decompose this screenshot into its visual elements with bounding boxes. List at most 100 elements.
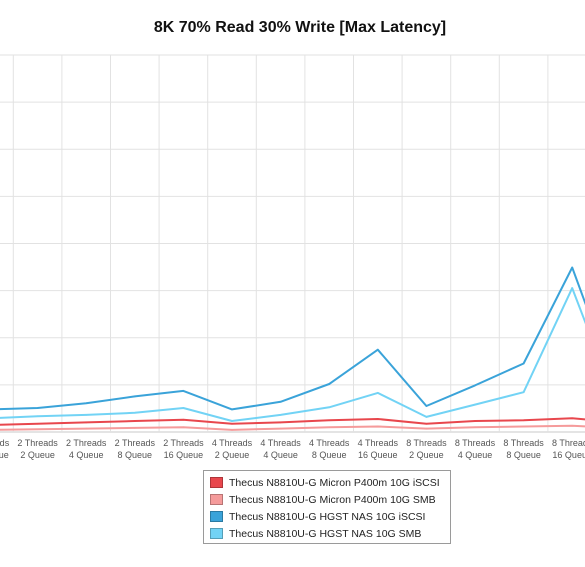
data-point xyxy=(85,427,87,430)
data-point xyxy=(36,415,39,418)
data-point xyxy=(522,362,525,365)
x-tick-label-line: 2 Threads xyxy=(66,438,107,448)
data-point xyxy=(425,416,428,418)
legend-label: Thecus N8810U-G Micron P400m 10G SMB xyxy=(229,493,436,506)
x-tick-label: 2 Threads 16 Queue xyxy=(163,438,204,460)
legend-swatch xyxy=(210,511,223,522)
data-point xyxy=(474,420,476,422)
data-point xyxy=(425,427,428,430)
data-point xyxy=(134,420,136,422)
legend: Thecus N8810U-G Micron P400m 10G iSCSI Th… xyxy=(203,470,451,544)
data-point xyxy=(474,403,476,406)
x-tick-label-line: 2 Threads xyxy=(163,438,204,448)
grid-layer xyxy=(0,54,585,433)
series-line-1 xyxy=(0,417,585,426)
x-tick-label-line: 2 Queue xyxy=(409,450,444,460)
chart-title: 8K 70% Read 30% Write [Max Latency] xyxy=(153,19,447,36)
legend-label: Thecus N8810U-G Micron P400m 10G iSCSI xyxy=(229,476,440,489)
data-point xyxy=(182,426,185,429)
data-point xyxy=(134,427,136,429)
data-point xyxy=(522,425,525,428)
data-point xyxy=(377,392,379,394)
data-point xyxy=(522,419,525,422)
x-tick-label: 8 Threads 4 Queue xyxy=(455,438,496,460)
x-tick-label-line: 8 Threads xyxy=(503,438,544,448)
x-tick-label: 1 Threads 16 Queue xyxy=(0,438,10,460)
data-point xyxy=(231,429,233,431)
x-tick-label: 8 Threads 2 Queue xyxy=(406,438,447,460)
data-point xyxy=(571,287,573,289)
data-point xyxy=(134,412,136,414)
legend-label: Thecus N8810U-G HGST NAS 10G SMB xyxy=(229,527,422,540)
x-tick-label-line: 4 Threads xyxy=(309,438,350,448)
data-point xyxy=(134,395,136,398)
x-tick-label-line: 2 Threads xyxy=(17,438,58,448)
x-tick-label: 2 Threads 8 Queue xyxy=(115,438,156,460)
data-point xyxy=(231,423,233,425)
data-point xyxy=(571,417,573,420)
data-point xyxy=(474,426,476,429)
x-tick-label-line: 8 Queue xyxy=(506,450,541,460)
x-tick-label: 4 Threads 4 Queue xyxy=(260,438,301,460)
data-point xyxy=(522,391,525,394)
data-point xyxy=(425,405,428,407)
x-tick-label-line: 8 Threads xyxy=(406,438,447,448)
legend-swatch xyxy=(210,494,223,505)
series-line-4 xyxy=(0,287,585,422)
x-tick-label-line: 4 Queue xyxy=(69,450,104,460)
x-tick-label: 2 Threads 4 Queue xyxy=(66,438,107,460)
x-tick-label-line: 8 Threads xyxy=(552,438,585,448)
x-tick-label-line: 4 Queue xyxy=(458,450,493,460)
data-point xyxy=(279,427,282,430)
x-tick-label: 2 Threads 2 Queue xyxy=(17,438,58,460)
x-tick-label-line: 8 Queue xyxy=(312,450,347,460)
x-tick-label-line: 8 Threads xyxy=(455,438,496,448)
data-point xyxy=(85,402,87,405)
legend-item: Thecus N8810U-G Micron P400m 10G SMB xyxy=(210,491,450,508)
x-tick-label-line: 4 Threads xyxy=(358,438,399,448)
data-point xyxy=(328,383,331,385)
x-tick-label-line: 4 Queue xyxy=(263,450,298,460)
x-tick-label: 8 Threads 8 Queue xyxy=(503,438,544,460)
data-point xyxy=(377,348,379,351)
data-point xyxy=(182,418,185,421)
data-point xyxy=(36,423,39,425)
data-point xyxy=(377,425,379,428)
x-tick-label: 4 Threads 2 Queue xyxy=(212,438,253,460)
data-point xyxy=(377,418,379,420)
legend-swatch xyxy=(210,528,223,539)
x-tick-label-line: 4 Threads xyxy=(212,438,253,448)
x-tick-label-line: 16 Queue xyxy=(552,450,585,460)
series-line-3 xyxy=(0,266,585,411)
series-line-2 xyxy=(0,424,585,431)
series-layer xyxy=(0,266,585,431)
x-tick-label-line: 4 Threads xyxy=(260,438,301,448)
legend-swatch xyxy=(210,477,223,488)
x-tick-label: 4 Threads 16 Queue xyxy=(358,438,399,460)
data-point xyxy=(36,428,39,431)
legend-item: Thecus N8810U-G Micron P400m 10G iSCSI xyxy=(210,474,450,491)
data-point xyxy=(571,266,573,269)
x-tick-label-line: 1 Threads xyxy=(0,438,10,448)
data-point xyxy=(85,414,87,416)
data-point xyxy=(182,390,185,392)
data-point xyxy=(571,425,573,427)
data-point xyxy=(328,406,331,409)
x-tick-label-line: 2 Queue xyxy=(20,450,55,460)
data-point xyxy=(328,426,331,429)
data-point xyxy=(182,407,185,409)
data-point xyxy=(328,419,331,422)
data-point xyxy=(231,408,233,411)
data-point xyxy=(279,414,282,416)
data-point xyxy=(85,421,87,424)
x-tick-label-line: 8 Queue xyxy=(118,450,153,460)
legend-label: Thecus N8810U-G HGST NAS 10G iSCSI xyxy=(229,510,426,523)
legend-item: Thecus N8810U-G HGST NAS 10G iSCSI xyxy=(210,508,450,525)
data-point xyxy=(474,384,476,387)
data-point xyxy=(425,423,428,425)
x-tick-label: 8 Threads 16 Queue xyxy=(552,438,585,460)
data-point xyxy=(231,420,233,422)
